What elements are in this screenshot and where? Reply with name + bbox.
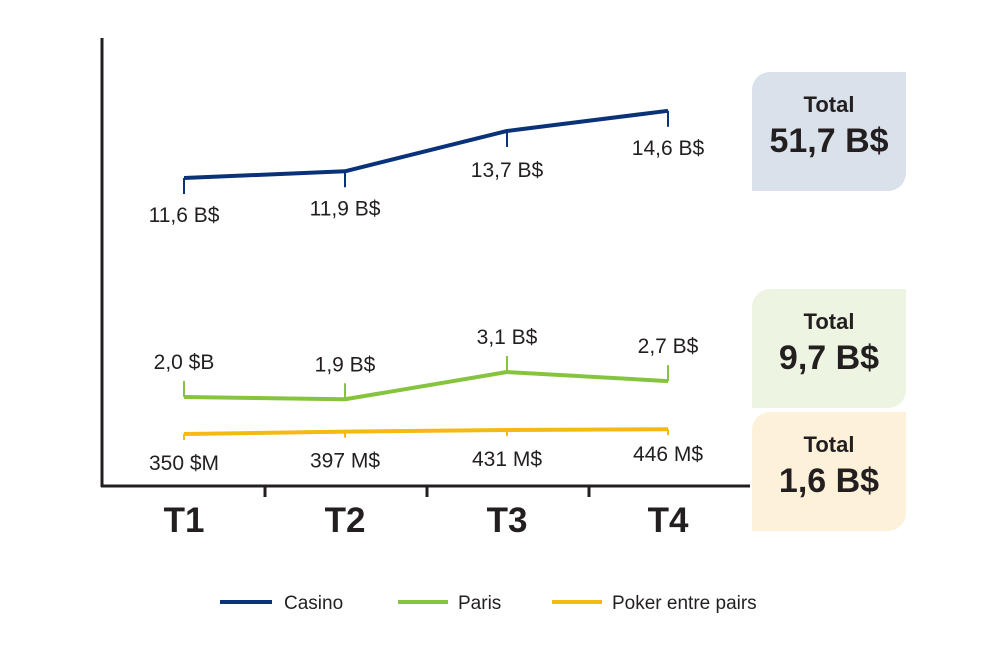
paris-data-label: 2,0 $B	[154, 351, 215, 374]
legend-label: Casino	[284, 593, 343, 614]
casino-total-label: Total	[803, 92, 855, 117]
poker-total-label: Total	[803, 432, 855, 457]
paris-total-box: Total 9,7 B$	[752, 289, 906, 408]
x-tick-label-t3: T3	[487, 501, 528, 540]
legend-label: Paris	[458, 593, 501, 614]
poker-data-label: 397 M$	[310, 450, 380, 473]
paris-total-value: 9,7 B$	[778, 339, 880, 377]
poker-total-value: 1,6 B$	[778, 462, 880, 500]
paris-line	[183, 370, 669, 402]
x-tick-label-t1: T1	[164, 501, 205, 540]
poker-data-label: 446 M$	[633, 443, 703, 466]
poker-data-label: 350 $M	[149, 452, 219, 475]
casino-data-label: 13,7 B$	[471, 159, 544, 182]
legend-item-paris: Paris	[398, 593, 501, 614]
x-tick-label-t4: T4	[648, 501, 689, 540]
casino-line	[183, 108, 669, 180]
paris-data-label: 2,7 B$	[638, 335, 699, 358]
paris-data-label: 1,9 B$	[315, 353, 376, 376]
x-tick-label-t2: T2	[325, 501, 366, 540]
casino-data-label: 11,9 B$	[310, 197, 381, 220]
paris-series: 2,0 $B 1,9 B$ 3,1 B$ 2,7 B$	[154, 326, 699, 402]
casino-data-label: 14,6 B$	[632, 137, 705, 160]
paris-total-label: Total	[803, 309, 855, 334]
casino-total-box: Total 51,7 B$	[752, 72, 906, 191]
legend-item-poker: Poker entre pairs	[552, 593, 757, 614]
casino-series: 11,6 B$ 11,9 B$ 13,7 B$ 14,6 B$	[149, 108, 705, 227]
legend-label: Poker entre pairs	[612, 593, 757, 614]
poker-data-label: 431 M$	[472, 448, 542, 471]
casino-data-label: 11,6 B$	[149, 204, 220, 227]
casino-total-value: 51,7 B$	[769, 122, 889, 160]
poker-total-box: Total 1,6 B$	[752, 412, 906, 531]
legend-item-casino: Casino	[220, 593, 343, 614]
poker-line	[183, 427, 669, 436]
poker-series: 350 $M 397 M$ 431 M$ 446 M$	[149, 427, 703, 475]
paris-data-label: 3,1 B$	[477, 326, 538, 349]
